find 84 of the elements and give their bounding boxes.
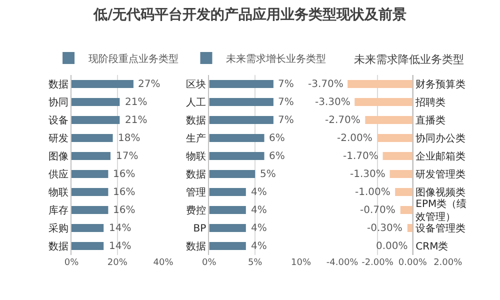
y-tick-label: 库存	[48, 204, 68, 216]
y-tick-label: 数据	[48, 240, 68, 252]
bar	[71, 170, 108, 178]
text: -1.00%	[355, 187, 390, 198]
x-tick-label: 20%	[107, 258, 128, 268]
x-tick-label: 2.00%	[434, 258, 463, 268]
text: 16%	[113, 205, 136, 216]
text: 7%	[278, 79, 294, 90]
y-tick-label: 直播类	[416, 114, 446, 126]
y-tick-label: 区块	[186, 78, 206, 90]
text: 4%	[251, 223, 267, 234]
y-tick-label: 数据	[48, 78, 68, 90]
x-tick-label: 0%	[64, 258, 80, 268]
x-tick-label: 0.00%	[398, 258, 428, 268]
y-tick-label: 研发	[48, 134, 68, 144]
text: -2.00%	[337, 133, 372, 144]
y-tick-label: 设备管理类	[416, 222, 466, 234]
bar	[71, 206, 108, 214]
y-tick-label: 招聘类	[414, 96, 446, 108]
x-tick-label: -2.00%	[362, 258, 394, 268]
text: -3.30%	[315, 97, 350, 108]
bar	[71, 152, 111, 160]
y-tick-label: 物联	[186, 150, 206, 162]
text: -1.70%	[343, 151, 378, 162]
text: -3.70%	[308, 79, 344, 90]
text: 5%	[260, 169, 276, 180]
text: 4%	[251, 205, 267, 216]
y-tick-label: 管理	[186, 188, 206, 198]
y-tick-label: 企业邮箱类	[416, 150, 466, 162]
y-tick-label: 费控	[186, 204, 206, 216]
text: 6%	[269, 151, 285, 162]
x-tick-label: 0%	[202, 258, 217, 268]
y-tick-label: 生产	[186, 132, 206, 144]
bar	[71, 188, 108, 196]
bar	[71, 224, 104, 232]
text: 16%	[113, 187, 136, 198]
bar	[71, 242, 104, 250]
y-tick-label: 供应	[48, 168, 68, 180]
text: 21%	[125, 115, 148, 126]
text: 低/无代码平台开发的产品应用业务类型现状及前景	[92, 6, 407, 23]
x-tick-label: 10%	[290, 258, 312, 268]
y-tick-label: 数据	[186, 240, 206, 252]
text: -0.70%	[360, 205, 396, 216]
y-tick-label: 协同办公类	[416, 132, 466, 144]
text: 16%	[113, 169, 136, 180]
y-tick-label: 图像视频类	[416, 186, 466, 198]
y-tick-label: 设备	[48, 114, 68, 126]
text: -1.30%	[350, 169, 386, 180]
y-tick-label: 协同	[48, 96, 68, 108]
chart-title: 未来需求降低业务类型	[354, 53, 464, 66]
text: -2.70%	[325, 115, 360, 126]
y-tick-label: 人工	[186, 98, 206, 108]
bar	[71, 134, 113, 142]
text: 7%	[278, 115, 294, 126]
y-tick-label: 数据	[186, 114, 206, 126]
text: 18%	[118, 133, 140, 144]
text: 4%	[251, 241, 267, 252]
text: 6%	[269, 133, 285, 144]
text: 14%	[109, 241, 132, 252]
bar	[71, 98, 120, 106]
y-tick-label: 采购	[48, 222, 68, 234]
y-tick-label: 研发管理类	[416, 168, 466, 180]
text: 14%	[109, 223, 132, 234]
y-tick-label: CRM类	[416, 240, 448, 252]
y-tick-label: BP	[193, 224, 206, 234]
legend-label: 现阶段重点业务类型	[88, 52, 179, 65]
y-tick-label: 财务预算类	[416, 78, 466, 90]
text: 0.00%	[376, 241, 408, 252]
text: 7%	[278, 97, 294, 108]
text: 21%	[125, 97, 148, 108]
x-tick-label: 40%	[153, 258, 174, 268]
y-tick-label: 物联	[48, 186, 68, 198]
x-tick-label: -4.00%	[326, 258, 359, 268]
text: -0.30%	[367, 223, 402, 234]
y-tick-label: 图像	[48, 150, 68, 162]
x-tick-label: 5%	[248, 258, 263, 268]
bar	[71, 116, 120, 124]
bar	[71, 80, 134, 88]
series-label: 未来需求增长业务类型	[226, 52, 326, 65]
y-tick-label: EPM类（绩效管理）	[416, 198, 467, 223]
y-tick-label: 数据	[186, 168, 206, 180]
text: 4%	[251, 187, 267, 198]
text: 27%	[138, 79, 160, 90]
text: 17%	[116, 151, 138, 162]
